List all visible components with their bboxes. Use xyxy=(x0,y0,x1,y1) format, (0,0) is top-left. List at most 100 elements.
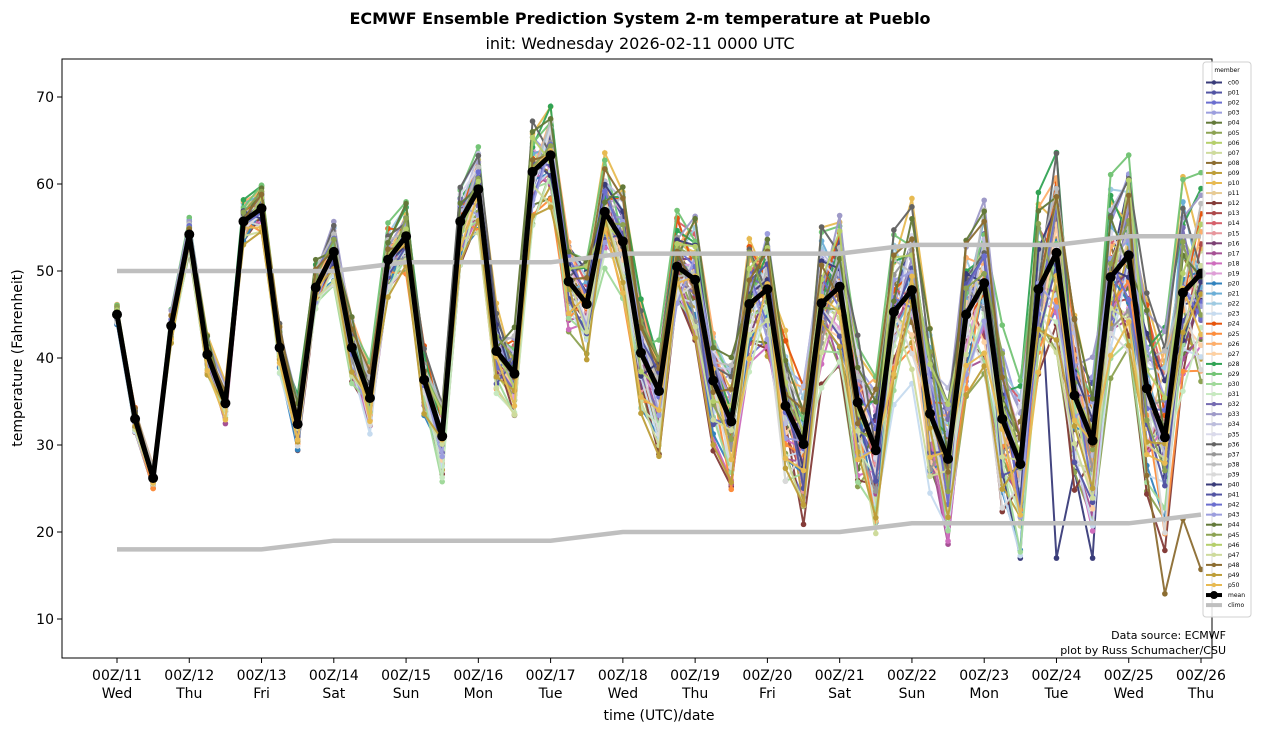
member-point xyxy=(782,338,789,344)
mean-point xyxy=(581,299,592,310)
legend-label: p46 xyxy=(1228,542,1240,549)
member-point xyxy=(367,418,373,425)
legend-label: p01 xyxy=(1228,90,1240,97)
climo-lines xyxy=(117,233,1202,552)
legend-label: p09 xyxy=(1228,170,1240,177)
mean-point xyxy=(1051,247,1062,258)
member-point xyxy=(909,332,915,338)
member-point xyxy=(728,436,735,443)
member-point xyxy=(710,389,716,395)
legend-item-p32: p32 xyxy=(1206,401,1240,408)
member-point xyxy=(439,441,446,447)
legend-marker xyxy=(1211,411,1217,417)
member-point xyxy=(1071,316,1078,323)
legend-marker xyxy=(1211,110,1217,115)
legend-item-p45: p45 xyxy=(1206,532,1240,539)
member-point xyxy=(367,431,373,437)
legend-label: p15 xyxy=(1228,230,1240,237)
member-point xyxy=(999,374,1006,381)
member-point xyxy=(1125,177,1132,184)
legend-item-c00: c00 xyxy=(1206,80,1239,87)
legend-label: p28 xyxy=(1228,361,1240,368)
mean-point xyxy=(509,368,520,379)
member-point xyxy=(1071,417,1078,424)
legend-marker xyxy=(1211,582,1217,588)
legend-marker xyxy=(1211,401,1217,407)
y-tick-label: 70 xyxy=(36,90,54,106)
mean-point xyxy=(617,236,628,247)
legend-label: p42 xyxy=(1228,502,1240,509)
mean-point xyxy=(473,184,484,195)
member-point xyxy=(981,350,987,357)
member-point xyxy=(1053,150,1060,157)
member-point xyxy=(1053,337,1060,343)
y-tick-label: 40 xyxy=(36,351,54,367)
member-point xyxy=(1180,388,1186,394)
member-point xyxy=(1089,395,1096,402)
member-point xyxy=(1107,260,1114,267)
x-tick-label-time: 00Z/16 xyxy=(453,668,503,684)
legend-marker xyxy=(1211,231,1217,236)
x-tick-label-day: Mon xyxy=(464,686,494,702)
member-point xyxy=(1162,529,1168,536)
member-point xyxy=(421,411,427,417)
legend-marker xyxy=(1211,221,1217,226)
legend-item-p01: p01 xyxy=(1206,90,1240,97)
member-point xyxy=(927,490,933,496)
member-point xyxy=(602,150,608,156)
member-point xyxy=(1107,375,1114,382)
y-tick-label: 30 xyxy=(36,438,54,454)
member-point xyxy=(873,530,879,537)
legend-marker xyxy=(1211,291,1217,296)
member-point xyxy=(656,412,662,418)
legend-label: p21 xyxy=(1228,291,1240,298)
mean-point xyxy=(112,309,122,320)
mean-point xyxy=(979,278,990,289)
x-tick-label-day: Mon xyxy=(969,686,999,702)
member-point xyxy=(873,488,879,494)
member-point xyxy=(1035,326,1042,333)
member-point xyxy=(909,236,915,242)
mean-point xyxy=(148,473,159,484)
legend-label: climo xyxy=(1228,602,1244,609)
member-point xyxy=(728,354,735,361)
member-point xyxy=(873,514,879,521)
legend-marker xyxy=(1211,301,1217,306)
member-point xyxy=(927,361,933,368)
member-point xyxy=(1053,185,1060,192)
member-point xyxy=(927,473,933,480)
legend-marker xyxy=(1211,180,1217,186)
legend-label: p40 xyxy=(1228,482,1240,489)
mean-point xyxy=(943,453,954,464)
member-point xyxy=(1198,367,1204,373)
mean-point xyxy=(1105,272,1116,283)
member-point xyxy=(1125,192,1132,199)
member-point xyxy=(349,369,355,375)
mean-point xyxy=(1123,250,1134,261)
x-axis: 00Z/11 Wed 00Z/12 Thu 00Z/13 Fri 00Z/14 Sat 00Z/… xyxy=(92,658,1226,702)
member-point xyxy=(728,479,735,486)
legend-item-p06: p06 xyxy=(1206,140,1240,147)
member-point xyxy=(945,527,951,534)
member-point xyxy=(963,285,969,291)
member-point xyxy=(547,143,554,149)
mean-point xyxy=(346,342,357,353)
member-point xyxy=(240,197,247,203)
mean-point xyxy=(310,282,321,293)
member-point xyxy=(927,378,933,385)
legend-item-p04: p04 xyxy=(1206,120,1240,127)
mean-line xyxy=(112,150,1206,484)
legend-marker xyxy=(1211,532,1217,537)
member-point xyxy=(854,364,861,371)
legend-label: p02 xyxy=(1228,100,1240,107)
member-point xyxy=(439,453,446,460)
member-point xyxy=(710,442,716,448)
legend-label: p03 xyxy=(1228,110,1240,117)
member-point xyxy=(963,351,969,358)
member-point xyxy=(909,195,915,202)
member-point xyxy=(800,406,807,413)
member-point xyxy=(692,323,698,330)
y-axis-label: temperature (Fahrenheit) xyxy=(10,269,26,446)
mean-point xyxy=(1033,284,1044,295)
legend-item-p28: p28 xyxy=(1206,361,1240,368)
